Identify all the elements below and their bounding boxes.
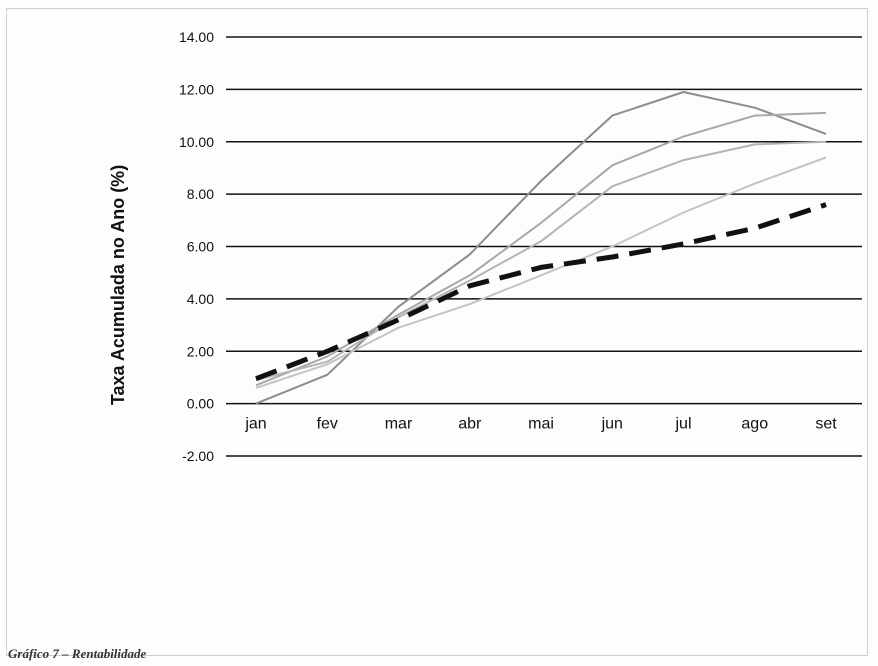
y-tick-label: 6.00 <box>187 239 214 255</box>
y-tick-label: 10.00 <box>179 134 214 150</box>
chart-frame <box>6 8 868 656</box>
y-tick-label: 8.00 <box>187 186 214 202</box>
x-tick-label: mai <box>528 416 554 433</box>
x-tick-label: jan <box>244 416 266 433</box>
series-lines <box>255 91 827 405</box>
y-tick-label: 2.00 <box>187 343 214 359</box>
y-tick-label: 12.00 <box>179 81 214 97</box>
x-tick-label: ago <box>741 416 768 433</box>
grid-lines <box>226 36 862 457</box>
x-tick-label: abr <box>458 416 482 433</box>
x-tick-label: set <box>815 416 837 433</box>
y-tick-label: -2.00 <box>182 448 214 464</box>
x-tick-labels: jan fev mar abr mai jun jul ago set <box>244 416 837 433</box>
y-tick-label: 0.00 <box>187 396 214 412</box>
x-tick-label: jul <box>674 416 691 433</box>
series-line-4 <box>255 156 827 389</box>
x-tick-label: mar <box>385 416 413 433</box>
series-line-2 <box>255 111 827 387</box>
y-tick-label: 14.00 <box>179 29 214 45</box>
x-tick-label: fev <box>317 416 338 433</box>
figure-caption: Gráfico 7 – Rentabilidade <box>8 646 147 661</box>
series-line-3 <box>255 140 827 382</box>
series-line-5 <box>255 202 827 382</box>
x-tick-label: jun <box>601 416 623 433</box>
y-tick-label: 4.00 <box>187 291 214 307</box>
y-tick-labels: -2.00 0.00 2.00 4.00 6.00 8.00 10.00 12.00 14.00 <box>179 29 214 464</box>
y-axis-label: Taxa Acumulada no Ano (%) <box>108 165 128 405</box>
